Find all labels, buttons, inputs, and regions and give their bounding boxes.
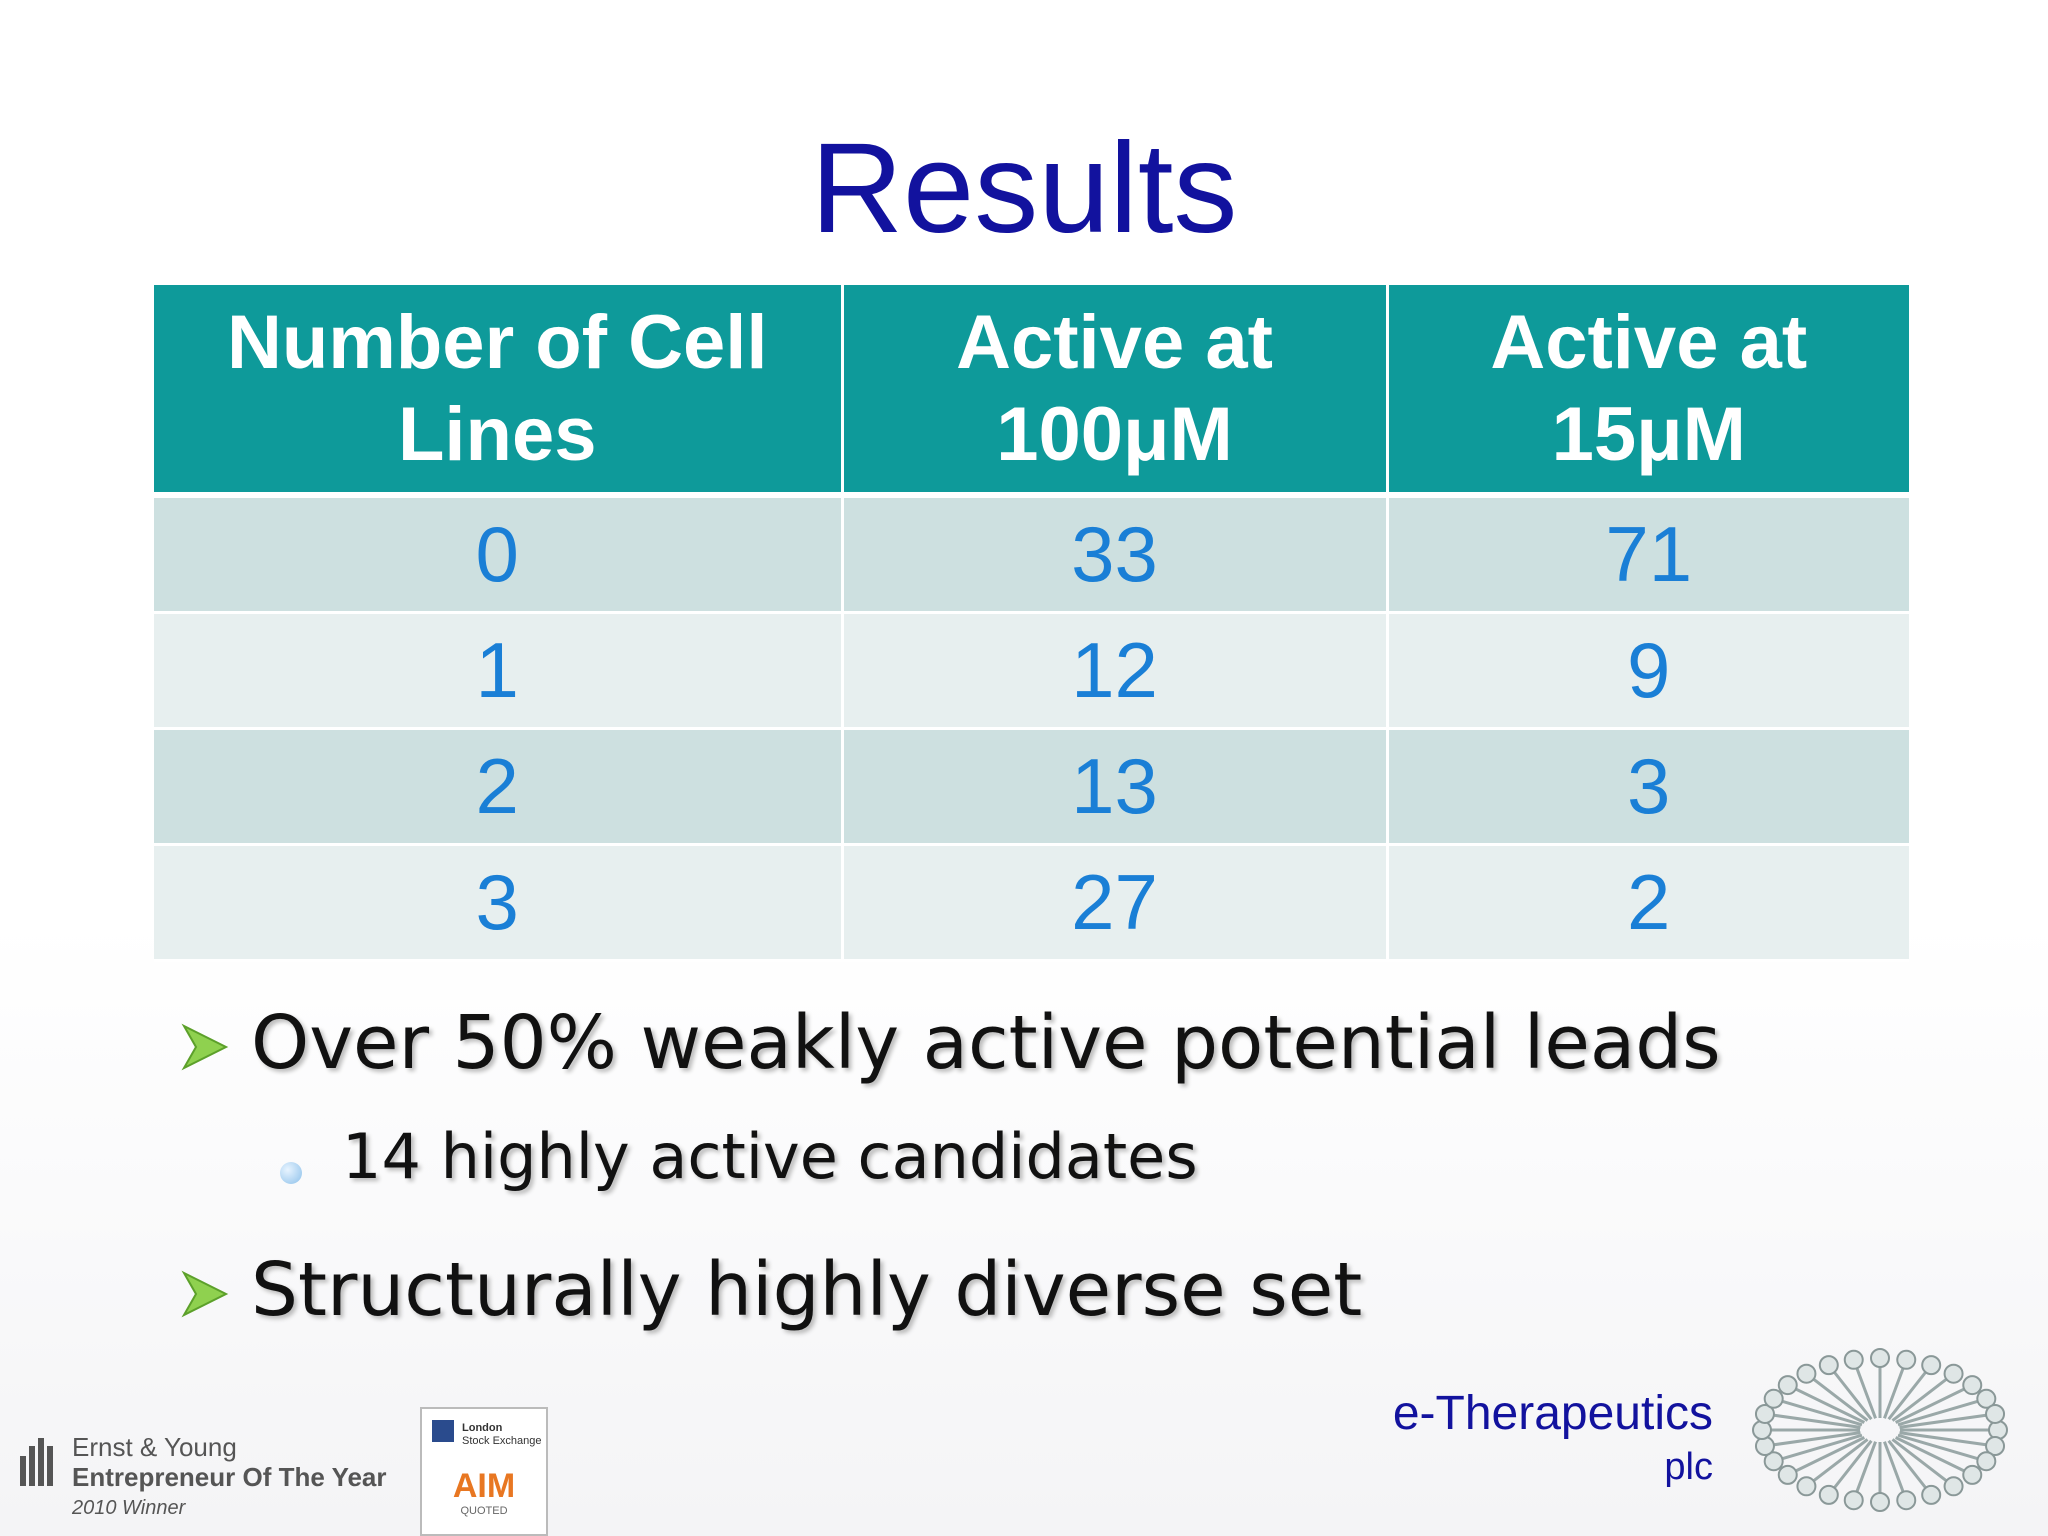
logo-dot — [1985, 1436, 2006, 1457]
logo-ray — [1787, 1436, 1866, 1477]
table-row: 3 27 2 — [154, 844, 1909, 962]
bullet-arrow — [180, 1022, 230, 1072]
logo-dot — [1896, 1490, 1917, 1511]
logo-dot — [1985, 1403, 2006, 1424]
logo-ray — [1894, 1383, 1973, 1424]
logo-dot — [1870, 1492, 1890, 1512]
footer-logos — [20, 1407, 548, 1536]
company-logo — [1752, 1348, 2008, 1512]
logo-dot — [1818, 1355, 1839, 1376]
table-cell: 1 — [154, 612, 844, 730]
logo-ray — [1887, 1439, 1933, 1496]
table-cell: 2 — [154, 728, 844, 846]
table-cell: 12 — [842, 612, 1389, 730]
table-row: 0 33 71 — [154, 495, 1909, 614]
table-body: 0 33 71 1 12 9 2 13 3 3 27 2 — [154, 495, 1909, 962]
logo-ray — [1891, 1438, 1955, 1488]
bullet-arrow — [180, 1269, 230, 1319]
table-cell: 13 — [842, 728, 1389, 846]
logo-dot — [1843, 1490, 1864, 1511]
logo-ray — [1883, 1441, 1908, 1501]
company-suffix: plc — [1664, 1446, 1713, 1488]
logo-ray — [1773, 1397, 1863, 1427]
table-cell: 3 — [154, 844, 844, 962]
logo-ray — [1827, 1364, 1873, 1421]
award-line: Ernst & Young — [72, 1432, 237, 1462]
table-cell: 27 — [842, 844, 1389, 962]
logo-dot — [1754, 1436, 1775, 1457]
logo-ray — [1897, 1397, 1987, 1427]
sub-bullet-text: 14 highly active candidates — [342, 1120, 1198, 1193]
logo-ray — [1891, 1372, 1955, 1422]
logo-dot — [1796, 1476, 1817, 1497]
results-table: Number of Cell Lines Active at 100μM Activ… — [154, 285, 1909, 962]
aim-sub: QUOTED — [460, 1505, 508, 1517]
table-cell: 9 — [1387, 612, 1909, 730]
header-cell: Number of Cell Lines — [154, 285, 844, 498]
logo-dot — [1752, 1420, 1772, 1440]
sub-bullet-dot — [280, 1162, 302, 1184]
logo-dot — [1818, 1484, 1839, 1505]
aim-label: AIM — [452, 1467, 516, 1505]
logo-dot — [1943, 1476, 1964, 1497]
logo-dot — [1962, 1375, 1983, 1396]
logo-dot — [1896, 1349, 1917, 1370]
company-name: e-Therapeutics — [1392, 1387, 1713, 1440]
logo-ray — [1852, 1359, 1877, 1419]
logo-dot — [1976, 1451, 1997, 1472]
award-line: Entrepreneur Of The Year — [72, 1462, 387, 1492]
table-row: 1 12 9 — [154, 612, 1909, 730]
logo-ray — [1764, 1412, 1861, 1429]
logo-ray — [1805, 1372, 1869, 1422]
logo-dot — [1763, 1451, 1784, 1472]
logo-dot — [1921, 1355, 1942, 1376]
logo-ray — [1773, 1433, 1863, 1463]
ey-logo-icon — [20, 1438, 53, 1486]
award-line: 2010 Winner — [72, 1497, 186, 1519]
logo-ray — [1827, 1439, 1873, 1496]
logo-dot — [1962, 1464, 1983, 1485]
logo-ray — [1894, 1436, 1973, 1477]
table-cell: 0 — [154, 495, 844, 614]
logo-ray — [1852, 1441, 1877, 1501]
lse-crest — [432, 1420, 454, 1442]
logo-dot — [1777, 1464, 1798, 1485]
logo-dot — [1976, 1388, 1997, 1409]
logo-dot — [1921, 1484, 1942, 1505]
table-cell: 2 — [1387, 844, 1909, 962]
header-cell: Active at 15μM — [1387, 285, 1909, 498]
logo-dot — [1870, 1348, 1890, 1368]
bullet-text: Over 50% weakly active potential leads — [251, 1000, 1721, 1086]
logo-ray — [1899, 1412, 1996, 1429]
table-cell: 33 — [842, 495, 1389, 614]
logo-dot — [1843, 1349, 1864, 1370]
logo-ray — [1887, 1364, 1933, 1421]
logo-ray — [1897, 1433, 1987, 1463]
slide-title: Results — [810, 117, 1238, 260]
logo-dot — [1754, 1403, 1775, 1424]
logo-dot — [1777, 1375, 1798, 1396]
logo-dot — [1763, 1388, 1784, 1409]
table-row: 2 13 3 — [154, 728, 1909, 846]
logo-ray — [1787, 1383, 1866, 1424]
logo-ray — [1805, 1438, 1869, 1488]
exchange-line: Stock Exchange — [462, 1435, 542, 1447]
exchange-line: London — [462, 1422, 503, 1434]
logo-ray — [1899, 1431, 1996, 1448]
logo-ray — [1883, 1359, 1908, 1419]
header-row: Number of Cell Lines Active at 100μM Activ… — [154, 285, 1909, 498]
bullet-text: Structurally highly diverse set — [251, 1247, 1363, 1333]
header-cell: Active at 100μM — [842, 285, 1389, 498]
table-cell: 3 — [1387, 728, 1909, 846]
logo-ray — [1764, 1431, 1861, 1448]
logo-dot — [1988, 1420, 2008, 1440]
logo-dot — [1943, 1363, 1964, 1384]
logo-dot — [1796, 1363, 1817, 1384]
table-cell: 71 — [1387, 495, 1909, 614]
